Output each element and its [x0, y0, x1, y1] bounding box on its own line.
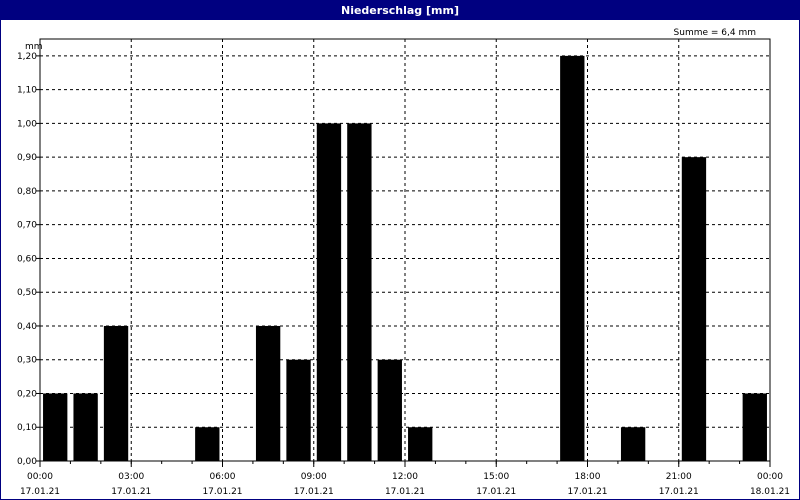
precipitation-bar: [377, 359, 402, 461]
x-tick-time-label: 15:00: [483, 472, 509, 482]
precipitation-bar: [286, 359, 311, 461]
y-tick-label: 1,00: [17, 119, 37, 129]
y-tick-label: 0,90: [17, 153, 37, 163]
plot-border: [39, 38, 771, 462]
precipitation-bar: [408, 427, 433, 461]
y-tick-label: 0,00: [17, 457, 37, 467]
precipitation-bar: [43, 393, 68, 461]
x-tick-time-label: 18:00: [575, 472, 601, 482]
y-tick-label: 0,40: [17, 322, 37, 332]
precipitation-bar: [347, 123, 372, 462]
precipitation-bar: [73, 393, 98, 461]
precipitation-bar: [195, 427, 220, 461]
x-tick-date-label: 17.01.21: [476, 487, 516, 497]
y-tick-label: 1,10: [17, 86, 37, 96]
bars-group: [43, 55, 767, 462]
y-tick-label: 0,50: [17, 288, 37, 298]
x-tick-time-label: 09:00: [301, 472, 327, 482]
precipitation-bar: [255, 325, 281, 461]
y-tick-label: 1,20: [17, 52, 37, 62]
x-tick-time-label: 12:00: [392, 472, 418, 482]
x-tick-date-label: 17.01.21: [385, 487, 425, 497]
x-tick-time-label: 21:00: [666, 472, 692, 482]
precipitation-bar: [560, 55, 585, 461]
x-tick-time-label: 00:00: [27, 472, 53, 482]
y-tick-label: 0,70: [17, 221, 37, 231]
x-tick-time-label: 03:00: [118, 472, 144, 482]
x-tick-date-label: 17.01.21: [294, 487, 334, 497]
y-axis-ticks: 0,00 0,10 0,20 0,30 0,40 0,50 0,60 0,70 0,80 0,90…: [17, 52, 40, 467]
chart-title: Niederschlag [mm]: [1, 1, 799, 20]
y-tick-label: 0,60: [17, 254, 37, 264]
x-tick-date-label: 17.01.21: [111, 487, 151, 497]
precipitation-bar: [742, 393, 767, 461]
y-tick-label: 0,20: [17, 389, 37, 399]
y-tick-label: 0,30: [17, 356, 37, 366]
x-tick-date-label: 17.01.21: [567, 487, 607, 497]
x-tick-date-label: 17.01.21: [202, 487, 242, 497]
x-tick-date-label: 17.01.21: [20, 487, 60, 497]
x-tick-date-label: 17.01.21: [659, 487, 699, 497]
y-tick-label: 0,80: [17, 187, 37, 197]
x-tick-date-label: 18.01.21: [750, 487, 790, 497]
x-tick-time-label: 06:00: [210, 472, 236, 482]
precipitation-bar: [103, 325, 129, 461]
precipitation-bar: [681, 157, 707, 461]
y-axis-unit-label: mm: [25, 42, 43, 52]
x-tick-time-label: 00:00: [757, 472, 783, 482]
sum-annotation: Summe = 6,4 mm: [674, 28, 756, 38]
grid-lines: [40, 39, 770, 461]
precipitation-bar: [316, 123, 342, 462]
x-axis-ticks: 00:00 17.01.21 03:00 17.01.21 06:00 17.01.21 0…: [20, 461, 790, 497]
y-tick-label: 0,10: [17, 423, 37, 433]
precipitation-bar: [620, 427, 646, 461]
